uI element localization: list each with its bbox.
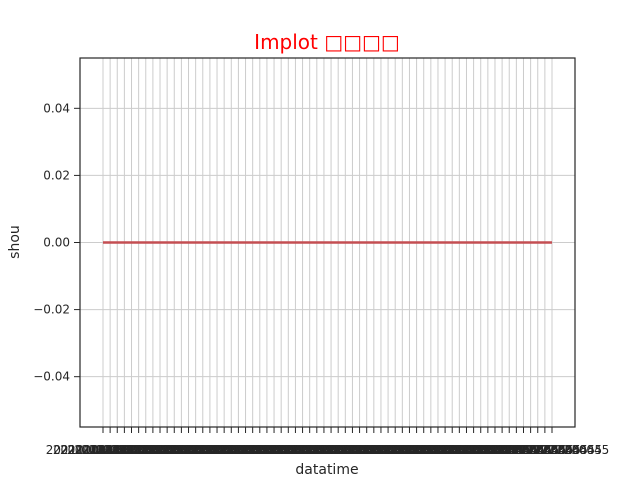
x-tick-label: 202101011230045 xyxy=(153,443,268,457)
x-tick-label: 202101011230045 xyxy=(195,443,310,457)
x-tick-label: 202101011230045 xyxy=(203,443,318,457)
x-tick-label: 202101011230045 xyxy=(366,443,481,457)
chart-title: Implot □□□□ xyxy=(254,30,400,54)
x-tick-label: 202101011230045 xyxy=(423,443,538,457)
x-tick-label: 202101011230045 xyxy=(324,443,439,457)
x-tick-label: 202101011230045 xyxy=(217,443,332,457)
x-tick-label: 202101011230045 xyxy=(288,443,403,457)
x-tick-label: 202101011230045 xyxy=(131,443,246,457)
x-tick-label: 202101011230045 xyxy=(317,443,432,457)
x-tick-label: 202101011230045 xyxy=(267,443,382,457)
x-tick-label: 202101011230045 xyxy=(231,443,346,457)
x-tick-label: 202101011230045 xyxy=(117,443,232,457)
x-axis-ticks: 2021010112300452021010112300452021010112… xyxy=(46,427,610,457)
x-tick-label: 202101011230045 xyxy=(381,443,496,457)
x-tick-label: 202101011230045 xyxy=(338,443,453,457)
x-tick-label: 202101011230045 xyxy=(459,443,574,457)
y-axis-ticks: 0.04 0.02 0.00 −0.02 −0.04 xyxy=(33,101,80,384)
x-tick-label: 202101011230045 xyxy=(388,443,503,457)
x-tick-label: 202101011230045 xyxy=(103,443,218,457)
x-tick-label: 202101011230045 xyxy=(302,443,417,457)
x-tick-label: 202101011230045 xyxy=(274,443,389,457)
x-tick-label: 202101011230045 xyxy=(67,443,182,457)
x-tick-label: 202101011230045 xyxy=(174,443,289,457)
y-tick-label: 0.02 xyxy=(43,168,70,182)
x-tick-label: 202101011230045 xyxy=(452,443,567,457)
x-tick-label: 202101011230045 xyxy=(402,443,517,457)
x-tick-label: 202101011230045 xyxy=(331,443,446,457)
x-tick-label: 202101011230045 xyxy=(345,443,460,457)
x-tick-label: 202101011230045 xyxy=(53,443,168,457)
x-tick-label: 202101011230045 xyxy=(281,443,396,457)
x-tick-label: 202101011230045 xyxy=(188,443,303,457)
x-tick-label: 202101011230045 xyxy=(309,443,424,457)
x-tick-label: 202101011230045 xyxy=(495,443,610,457)
y-tick-label: −0.04 xyxy=(33,370,70,384)
x-tick-label: 202101011230045 xyxy=(110,443,225,457)
plot-frame xyxy=(79,57,576,428)
x-tick-label: 202101011230045 xyxy=(252,443,367,457)
x-tick-label: 202101011230045 xyxy=(210,443,325,457)
x-tick-label: 202101011230045 xyxy=(138,443,253,457)
x-tick-label: 202101011230045 xyxy=(238,443,353,457)
x-tick-label: 202101011230045 xyxy=(167,443,282,457)
x-tick-label: 202101011230045 xyxy=(81,443,196,457)
y-tick-label: 0.00 xyxy=(43,236,70,250)
x-tick-label: 202101011230045 xyxy=(74,443,189,457)
x-tick-label: 202101011230045 xyxy=(224,443,339,457)
x-tick-label: 202101011230045 xyxy=(96,443,211,457)
x-tick-label: 202101011230045 xyxy=(395,443,510,457)
x-tick-label: 202101011230045 xyxy=(445,443,560,457)
x-tick-label: 202101011230045 xyxy=(260,443,375,457)
x-tick-label: 202101011230045 xyxy=(374,443,489,457)
x-tick-label: 202101011230045 xyxy=(473,443,588,457)
x-tick-label: 202101011230045 xyxy=(352,443,467,457)
x-tick-label: 202101011230045 xyxy=(466,443,581,457)
x-tick-label: 202101011230045 xyxy=(160,443,275,457)
x-tick-label: 202101011230045 xyxy=(295,443,410,457)
x-tick-label: 202101011230045 xyxy=(359,443,474,457)
y-axis-label: shou xyxy=(7,225,23,259)
x-tick-label: 202101011230045 xyxy=(124,443,239,457)
x-tick-label: 202101011230045 xyxy=(438,443,553,457)
x-tick-label: 202101011230045 xyxy=(409,443,524,457)
x-tick-label: 202101011230045 xyxy=(431,443,546,457)
x-tick-label: 202101011230045 xyxy=(60,443,175,457)
x-axis-label: datatime xyxy=(295,462,358,478)
x-tick-label: 202101011230045 xyxy=(416,443,531,457)
x-tick-label: 202101011230045 xyxy=(245,443,360,457)
x-tick-label: 202101011230045 xyxy=(480,443,595,457)
x-tick-label: 202101011230045 xyxy=(46,443,161,457)
y-tick-label: −0.02 xyxy=(33,303,70,317)
x-tick-label: 202101011230045 xyxy=(488,443,603,457)
x-tick-label: 202101011230045 xyxy=(181,443,296,457)
x-tick-label: 202101011230045 xyxy=(146,443,261,457)
x-tick-label: 202101011230045 xyxy=(88,443,203,457)
y-tick-label: 0.04 xyxy=(43,101,70,115)
